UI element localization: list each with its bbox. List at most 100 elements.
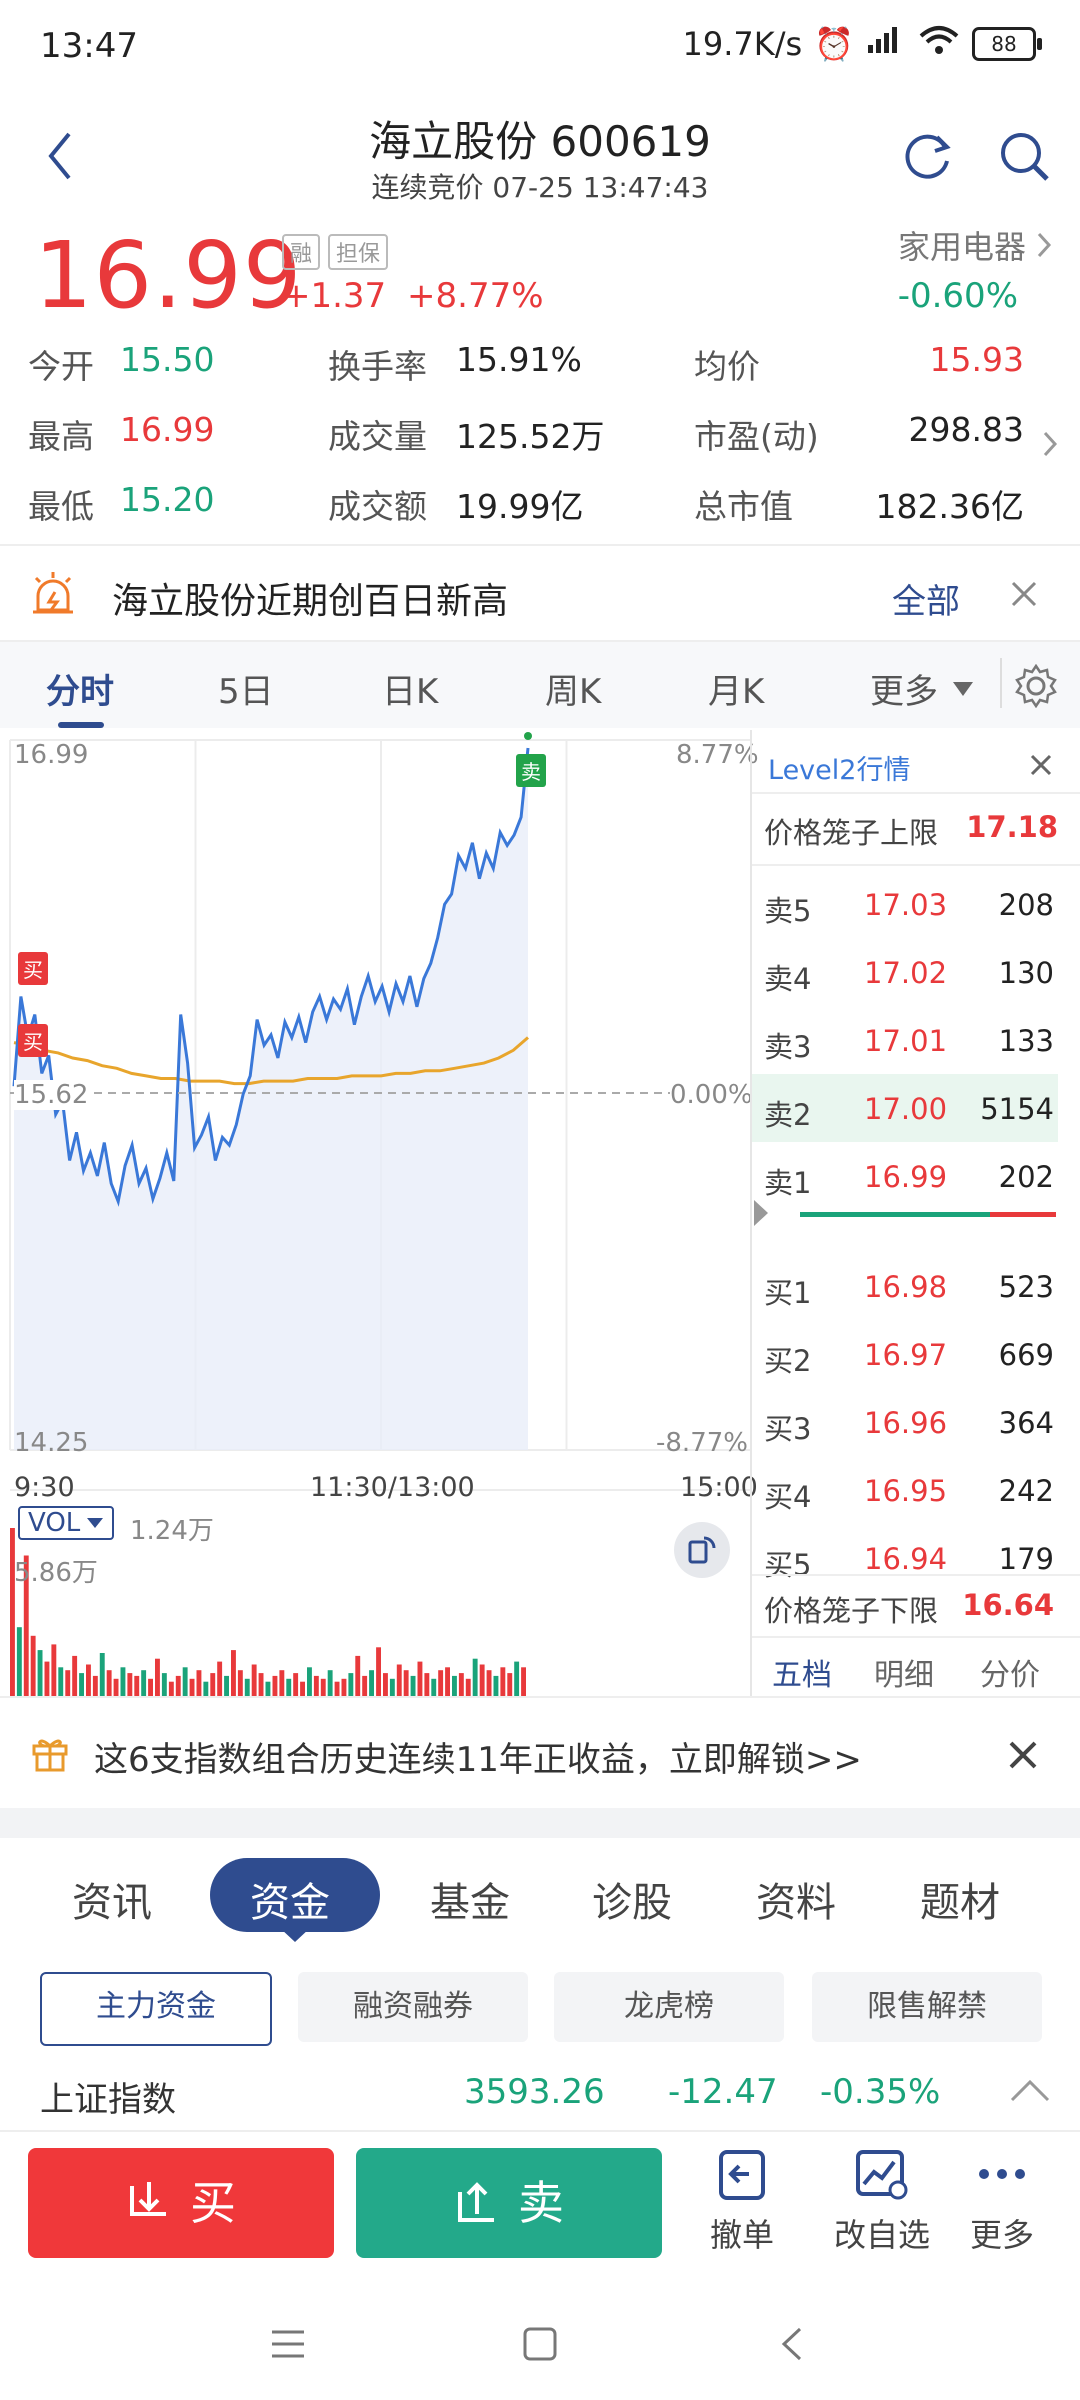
tab-weekly-k[interactable]: 周K (545, 672, 602, 712)
tab-funds-active[interactable] (210, 1858, 380, 1932)
volume-indicator-select[interactable]: VOL (18, 1506, 115, 1540)
ask-row[interactable]: 卖5 17.03 208 (764, 888, 1054, 928)
tab-profile[interactable]: 资料 (756, 1880, 836, 1926)
x-label-open: 9:30 (14, 1472, 75, 1503)
volume-bar (237, 1670, 243, 1696)
last-price-dot (524, 732, 532, 740)
bid-row[interactable]: 买4 16.95 242 (764, 1474, 1054, 1514)
chip-margin-trading[interactable]: 融资融券 (298, 1972, 528, 2042)
stats-grid: 今开 15.50 换手率 15.91% 均价 15.93 最高 16.99 成交… (0, 340, 1080, 540)
chip-dragon-tiger[interactable]: 龙虎榜 (554, 1972, 784, 2042)
sell-marker[interactable]: 卖 (516, 754, 546, 787)
volume-bar (424, 1673, 430, 1696)
volume-bar (500, 1667, 506, 1696)
home-icon[interactable] (522, 2326, 558, 2362)
buy-marker[interactable]: 买 (18, 952, 48, 985)
volume-bar (203, 1681, 209, 1696)
battery-icon: 88 (972, 27, 1042, 61)
notice-bar[interactable]: 海立股份近期创百日新高 全部 (0, 546, 1080, 642)
volume-bar (113, 1678, 119, 1696)
edit-watchlist-label: 改自选 (833, 2216, 930, 2254)
chip-lockup-expiry[interactable]: 限售解禁 (812, 1972, 1042, 2042)
volume-bar (465, 1678, 471, 1696)
tab-fund[interactable]: 基金 (430, 1880, 510, 1926)
level2-title: Level2行情 (768, 755, 911, 786)
collapse-arrow-icon[interactable] (752, 1198, 770, 1228)
volume-bar (51, 1644, 57, 1696)
promo-banner[interactable]: 这6支指数组合历史连续11年正收益，立即解锁>> (0, 1708, 1080, 1802)
edit-watchlist-button[interactable]: 改自选 (822, 2148, 942, 2256)
close-icon[interactable] (1010, 580, 1038, 608)
volume-bar (37, 1650, 43, 1696)
volume-max: 5.86万 (14, 1558, 98, 1588)
close-icon[interactable] (1030, 754, 1052, 776)
volume-bar (486, 1670, 492, 1696)
volume-bar (396, 1664, 402, 1696)
stat-label: 换手率 (328, 347, 427, 386)
chip-main-funds[interactable]: 主力资金 (40, 1972, 272, 2046)
chevron-up-icon[interactable] (1010, 2078, 1050, 2102)
chevron-right-icon[interactable] (1042, 430, 1058, 458)
buy-marker[interactable]: 买 (18, 1024, 48, 1057)
tab-diagnosis[interactable]: 诊股 (592, 1880, 672, 1926)
volume-bar (327, 1670, 333, 1696)
tab-five-levels[interactable]: 五档 (772, 1658, 832, 1693)
margin-tag: 融 (282, 234, 321, 270)
tab-themes[interactable]: 题材 (920, 1880, 1000, 1926)
ask-row[interactable]: 卖1 16.99 202 (764, 1160, 1054, 1200)
change-percent: +8.77% (407, 276, 544, 316)
volume-bar (258, 1673, 264, 1696)
volume-bar (389, 1678, 395, 1696)
tab-detail[interactable]: 明细 (874, 1658, 934, 1693)
sector-link[interactable]: 家用电器 (898, 222, 1052, 268)
close-icon[interactable] (1008, 1740, 1038, 1770)
tab-price-distribution[interactable]: 分价 (980, 1658, 1040, 1693)
sell-button[interactable]: 卖 (356, 2148, 662, 2258)
volume-bar (507, 1673, 513, 1696)
tab-news[interactable]: 资讯 (72, 1880, 152, 1926)
volume-bar (72, 1655, 78, 1696)
back-nav-icon[interactable] (780, 2326, 804, 2362)
tab-monthly-k[interactable]: 月K (708, 672, 765, 712)
ask-row[interactable]: 卖4 17.02 130 (764, 956, 1054, 996)
lower-limit-label: 价格笼子下限 (764, 1594, 939, 1628)
tab-daily-k[interactable]: 日K (382, 672, 439, 712)
volume-bar (286, 1678, 292, 1696)
menu-icon[interactable] (270, 2328, 306, 2360)
tab-funds[interactable]: 资金 (250, 1880, 330, 1926)
bid-row[interactable]: 买1 16.98 523 (764, 1270, 1054, 1310)
bid-row[interactable]: 买2 16.97 669 (764, 1338, 1054, 1378)
tab-more-label: 更多 (870, 672, 938, 712)
volume-bar (182, 1667, 188, 1696)
volume-bar (134, 1675, 140, 1696)
volume-bar (403, 1670, 409, 1696)
more-button[interactable]: 更多 (952, 2148, 1052, 2256)
tab-more[interactable]: 更多 (870, 664, 974, 713)
ask-row[interactable]: 卖2 17.00 5154 (752, 1074, 1058, 1142)
stat-label: 成交额 (328, 487, 427, 526)
tab-5day[interactable]: 5日 (218, 672, 274, 712)
search-button[interactable] (996, 128, 1052, 184)
ask-row[interactable]: 卖3 17.01 133 (764, 1024, 1054, 1064)
tab-intraday[interactable]: 分时 (46, 672, 114, 712)
refresh-button[interactable] (900, 128, 956, 184)
signal-icon (866, 25, 906, 63)
cancel-order-button[interactable]: 撤单 (692, 2148, 792, 2256)
bid-row[interactable]: 买5 16.94 179 (764, 1542, 1054, 1582)
volume-bar (155, 1658, 160, 1696)
back-button[interactable] (40, 126, 80, 186)
volume-bar (313, 1675, 319, 1696)
rotate-screen-button[interactable] (674, 1522, 730, 1578)
buy-button[interactable]: 买 (28, 2148, 334, 2258)
bid-row[interactable]: 买3 16.96 364 (764, 1406, 1054, 1446)
volume-bar (334, 1681, 340, 1696)
volume-bar (217, 1661, 223, 1696)
settings-gear-icon[interactable] (1014, 664, 1058, 708)
volume-bar (417, 1661, 423, 1696)
notice-all-link[interactable]: 全部 (892, 582, 960, 622)
volume-bar (307, 1667, 312, 1696)
intraday-chart[interactable] (0, 728, 752, 1698)
stat-low: 15.20 (120, 480, 215, 519)
tab-indicator (58, 722, 104, 728)
index-row[interactable]: 上证指数 3593.26 -12.47 -0.35% (0, 2060, 1080, 2126)
